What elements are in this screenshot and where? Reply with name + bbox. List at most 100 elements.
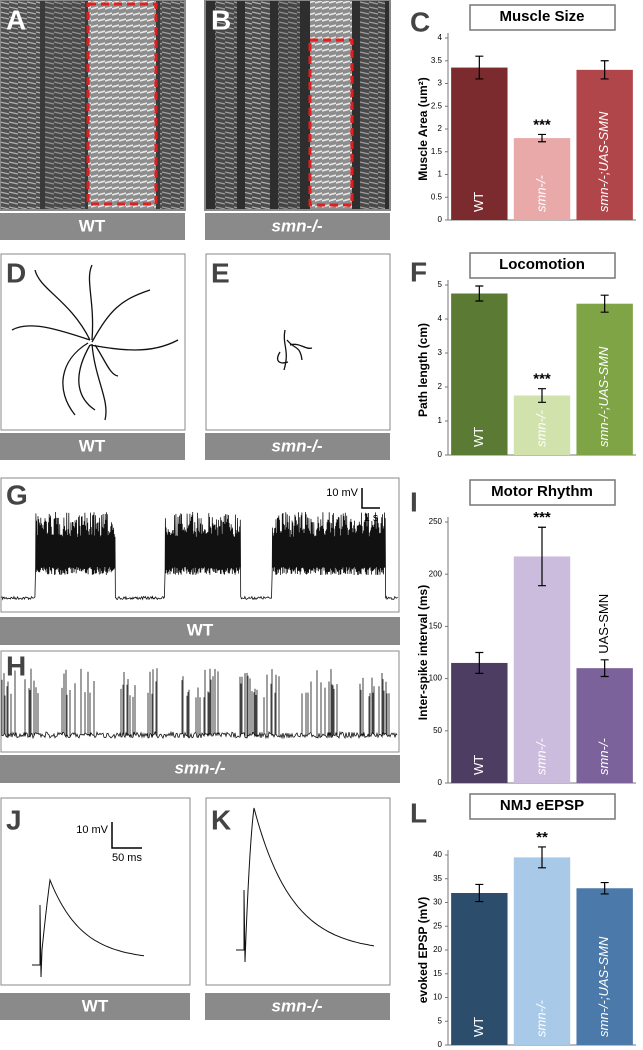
bar bbox=[451, 662, 508, 783]
panel-label: smn-/- bbox=[272, 436, 323, 455]
label-bar bbox=[0, 993, 190, 1020]
label-bar bbox=[205, 993, 390, 1020]
y-tick-label: 1 bbox=[438, 170, 443, 179]
trace bbox=[1, 668, 398, 740]
bar bbox=[576, 69, 633, 220]
scale-label: 10 mV bbox=[76, 824, 108, 836]
y-axis-label: Muscle Area (um²) bbox=[416, 77, 430, 181]
panel-letter: K bbox=[211, 804, 231, 835]
error-bar bbox=[475, 285, 484, 302]
y-tick-label: 2.5 bbox=[431, 101, 443, 110]
bar bbox=[451, 293, 508, 455]
bar bbox=[513, 395, 571, 455]
label-bar bbox=[0, 433, 185, 460]
y-tick-label: 0 bbox=[438, 778, 443, 787]
panel-label: smn-/- bbox=[272, 996, 323, 1015]
y-tick-label: 3.5 bbox=[431, 56, 443, 65]
y-tick-label: 100 bbox=[429, 674, 443, 683]
scale-label: 50 ms bbox=[112, 852, 142, 864]
significance: *** bbox=[533, 371, 551, 388]
y-tick-label: 1 bbox=[438, 416, 443, 425]
bar-label: smn-/- bbox=[533, 738, 548, 776]
panel-letter: L bbox=[410, 797, 427, 828]
muscle-image-wt bbox=[0, 0, 186, 211]
label-bar bbox=[205, 213, 390, 240]
bar bbox=[513, 857, 571, 1045]
panel-letter: H bbox=[6, 650, 26, 681]
trace bbox=[236, 807, 375, 963]
trace-frame bbox=[205, 797, 391, 986]
label-bar bbox=[205, 433, 390, 460]
significance: *** bbox=[533, 116, 551, 133]
title-box bbox=[469, 4, 616, 31]
track-frame bbox=[205, 253, 391, 431]
bar bbox=[513, 556, 571, 783]
scale-label: 10 mV bbox=[326, 487, 358, 499]
bar bbox=[576, 668, 633, 783]
y-axis-label: Path length (cm) bbox=[416, 323, 430, 417]
y-tick-label: 5 bbox=[438, 1016, 443, 1025]
panel-letter: A bbox=[6, 4, 26, 35]
track-frame bbox=[0, 253, 186, 431]
error-bar bbox=[475, 883, 484, 903]
y-tick-label: 200 bbox=[429, 569, 443, 578]
error-bar bbox=[600, 881, 609, 895]
panel-letter: D bbox=[6, 257, 26, 288]
y-tick-label: 0.5 bbox=[431, 192, 443, 201]
y-tick-label: 0 bbox=[438, 215, 443, 224]
chart-title: NMJ eEPSP bbox=[500, 797, 584, 814]
panel-letter: F bbox=[410, 256, 427, 287]
bar bbox=[451, 893, 508, 1045]
trace bbox=[32, 878, 145, 978]
panel-label: smn-/- bbox=[272, 216, 323, 235]
error-bar bbox=[538, 388, 546, 403]
bar bbox=[451, 67, 508, 220]
muscle-image-smn bbox=[204, 0, 391, 211]
bar-label: WT bbox=[471, 1017, 486, 1037]
y-tick-label: 40 bbox=[433, 850, 442, 859]
error-bar bbox=[600, 60, 609, 80]
y-tick-label: 0 bbox=[438, 450, 443, 459]
significance: *** bbox=[533, 509, 551, 526]
bar-label: smn-/-;UAS-SMN bbox=[596, 936, 611, 1037]
error-bar bbox=[475, 651, 484, 674]
chart-title: Locomotion bbox=[499, 256, 585, 273]
y-tick-label: 1.5 bbox=[431, 147, 443, 156]
y-tick-label: 25 bbox=[433, 921, 442, 930]
chart-title: Motor Rhythm bbox=[491, 483, 593, 500]
y-tick-label: 15 bbox=[433, 969, 442, 978]
bar-label: WT bbox=[471, 192, 486, 212]
trajectory bbox=[277, 329, 313, 371]
label-bar bbox=[0, 755, 400, 783]
error-bar bbox=[475, 55, 484, 80]
y-tick-label: 20 bbox=[433, 945, 442, 954]
error-bar bbox=[600, 659, 609, 678]
panel-label: WT bbox=[82, 996, 109, 1015]
error-bar bbox=[538, 846, 546, 869]
y-axis-label: Inter-spike interval (ms) bbox=[416, 585, 430, 720]
y-axis-label: evoked EPSP (mV) bbox=[416, 897, 430, 1004]
title-box bbox=[469, 479, 616, 506]
y-tick-label: 30 bbox=[433, 898, 442, 907]
scale-bar bbox=[111, 822, 142, 849]
panel-label: WT bbox=[79, 216, 106, 235]
trace bbox=[1, 511, 398, 601]
title-box bbox=[469, 793, 616, 820]
y-tick-label: 4 bbox=[438, 314, 443, 323]
bar-label: WT bbox=[471, 427, 486, 447]
panel-label: WT bbox=[187, 620, 214, 639]
panel-label: smn-/- bbox=[175, 758, 226, 777]
y-tick-label: 50 bbox=[433, 726, 442, 735]
panel-letter: J bbox=[6, 804, 22, 835]
bar-label: smn-/- bbox=[533, 175, 548, 213]
bar-label: UAS-SMN bbox=[596, 594, 611, 654]
bar bbox=[576, 888, 633, 1045]
panel-letter: E bbox=[211, 257, 230, 288]
panel-letter: B bbox=[211, 4, 231, 35]
y-tick-label: 0 bbox=[438, 1040, 443, 1049]
y-tick-label: 5 bbox=[438, 280, 443, 289]
y-tick-label: 250 bbox=[429, 517, 443, 526]
bar-label: WT bbox=[471, 755, 486, 775]
bar-label: smn-/- bbox=[533, 410, 548, 448]
